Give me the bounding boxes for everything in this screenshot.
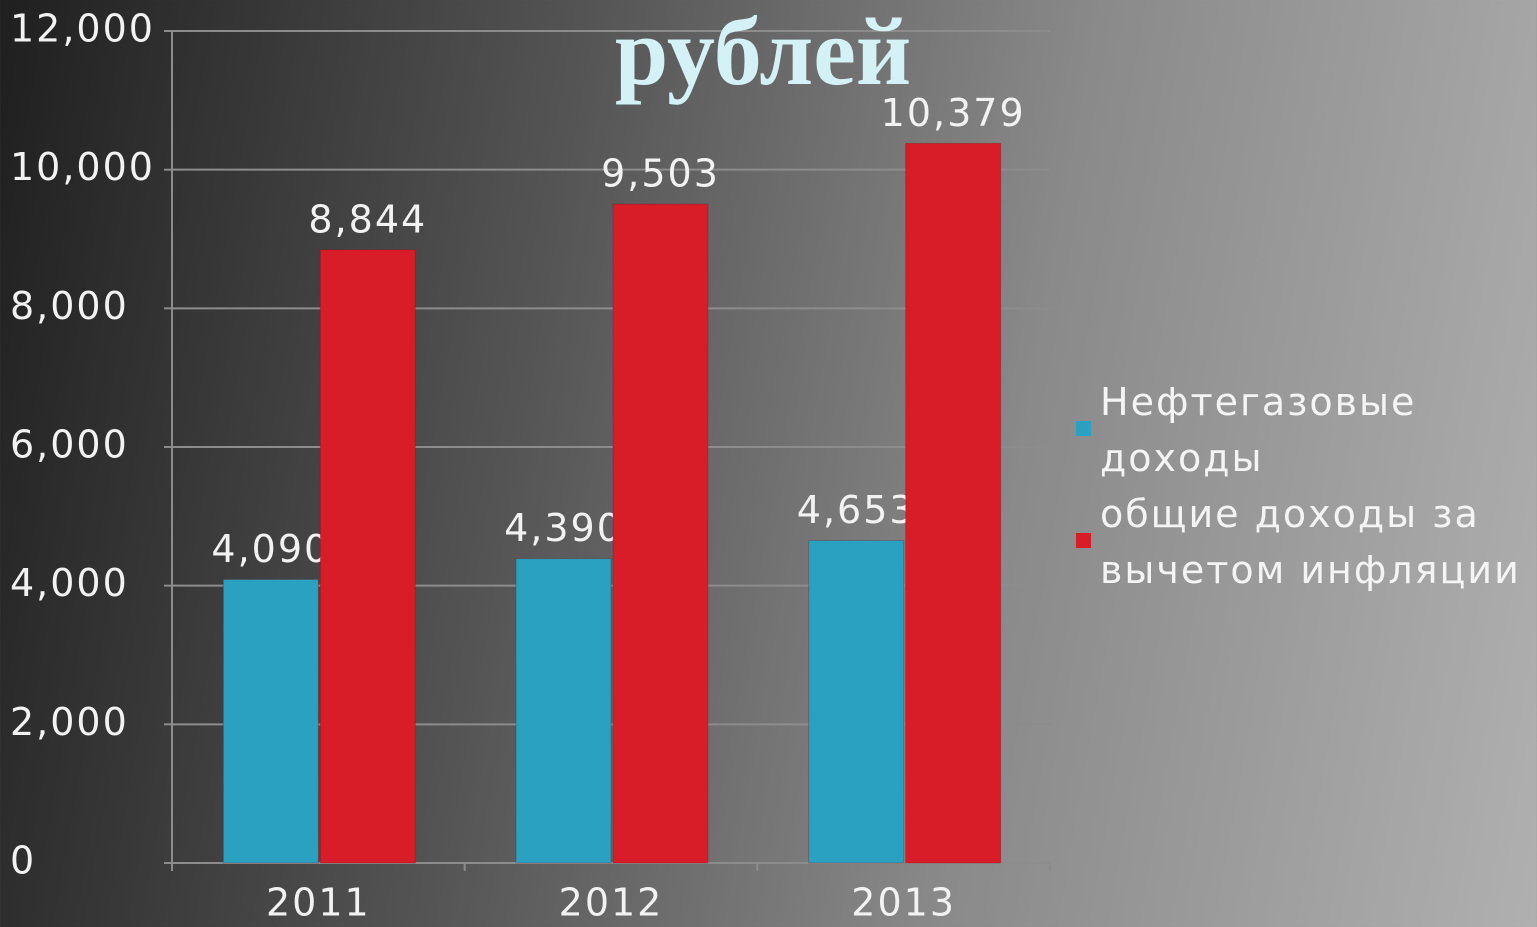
bar: [319, 249, 416, 864]
chart-title: рублей: [615, 0, 911, 105]
legend-label: общие доходы за вычетом инфляции: [1100, 492, 1521, 592]
legend-entry: общие доходы за вычетом инфляции: [1076, 486, 1537, 598]
value-label: 4,390: [504, 506, 623, 550]
bar: [808, 539, 905, 864]
y-tick-label: 2,000: [10, 700, 129, 744]
value-label: 9,503: [601, 152, 720, 196]
legend: Нефтегазовые доходы общие доходы за вычет…: [1076, 374, 1537, 598]
value-label: 8,844: [308, 197, 427, 241]
legend-swatch: [1076, 421, 1091, 436]
y-tick-label: 6,000: [10, 423, 129, 467]
x-tick-label: 2012: [559, 881, 664, 925]
x-tick-label: 2013: [851, 881, 956, 925]
y-tick-label: 8,000: [10, 284, 129, 328]
x-tick-label: 2011: [266, 881, 371, 925]
value-label: 4,090: [211, 527, 330, 571]
bar: [612, 203, 709, 864]
legend-swatch: [1076, 533, 1091, 548]
legend-entry: Нефтегазовые доходы: [1076, 374, 1537, 486]
y-tick-label: 10,000: [10, 145, 155, 189]
value-label: 4,653: [797, 488, 916, 532]
value-label: 10,379: [881, 91, 1026, 135]
y-tick-label: 12,000: [10, 7, 155, 51]
bar: [905, 142, 1002, 864]
legend-label: Нефтегазовые доходы: [1100, 380, 1417, 480]
bar: [515, 558, 612, 864]
bar: [222, 578, 319, 864]
y-tick-label: 4,000: [10, 561, 129, 605]
y-tick-label: 0: [10, 839, 36, 883]
